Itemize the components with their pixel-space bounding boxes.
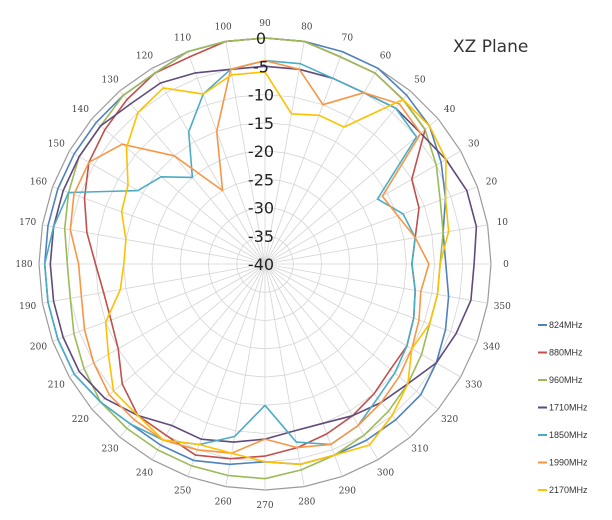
series-line <box>69 59 430 455</box>
angle-label: 80 <box>301 23 313 33</box>
grid-spoke <box>225 41 266 265</box>
grid-spoke <box>91 118 266 265</box>
angle-label: 140 <box>72 105 89 115</box>
angle-label: 110 <box>174 34 191 44</box>
radial-tick-label: -35 <box>248 227 274 246</box>
angle-label: 100 <box>215 23 232 33</box>
grid-spoke <box>264 263 488 304</box>
radial-tick-label: 0 <box>256 29 266 48</box>
grid-spoke <box>187 51 266 265</box>
legend-label: 960MHz <box>549 375 583 385</box>
grid-spoke <box>264 263 305 487</box>
legend-label: 1850MHz <box>549 430 588 440</box>
grid-spoke <box>52 186 266 265</box>
grid-spoke <box>264 90 411 265</box>
angle-label: 50 <box>414 75 426 85</box>
legend-label: 824MHz <box>549 320 583 330</box>
angle-label: 20 <box>486 178 498 188</box>
radial-tick-label: -10 <box>248 86 274 105</box>
legend-label: 880MHz <box>549 348 583 358</box>
angle-label: 30 <box>468 140 480 150</box>
grid-spoke <box>264 68 379 265</box>
grid-spoke <box>225 263 266 487</box>
legend-label: 1710MHz <box>549 403 588 413</box>
angle-label: 350 <box>494 302 511 312</box>
angle-label: 130 <box>102 75 119 85</box>
angle-label: 10 <box>497 218 509 228</box>
grid-spoke <box>42 263 266 304</box>
series-line <box>43 37 450 466</box>
angle-label: 90 <box>259 19 271 29</box>
angle-labels: 0 10 20 30 40 50 60 70 80 90 100 110 120 130 140 150 160… <box>15 19 511 511</box>
series-line <box>104 71 450 466</box>
angle-label: 300 <box>377 469 394 479</box>
grid-spoke <box>264 263 478 342</box>
legend-label: 2170MHz <box>549 485 588 495</box>
grid-spoke <box>42 224 266 265</box>
grid-spoke <box>187 263 266 477</box>
angle-label: 60 <box>380 51 392 61</box>
series-line <box>63 37 444 480</box>
angle-label: 290 <box>339 487 356 497</box>
grid-spoke <box>91 263 266 410</box>
angle-label: 240 <box>136 469 153 479</box>
grid-spoke <box>264 51 343 265</box>
angle-label: 310 <box>411 445 428 455</box>
radial-tick-label: -25 <box>248 170 274 189</box>
angle-label: 200 <box>30 342 47 352</box>
angle-label: 250 <box>174 487 191 497</box>
angle-label: 340 <box>483 342 500 352</box>
angle-label: 160 <box>30 178 47 188</box>
angle-label: 40 <box>444 105 456 115</box>
grid-spoke <box>69 150 266 265</box>
grid-spoke <box>264 224 488 265</box>
angle-label: 120 <box>136 51 153 61</box>
radial-tick-label: -15 <box>248 114 274 133</box>
angle-label: 170 <box>19 218 36 228</box>
grid-spoke <box>264 263 439 410</box>
radial-tick-label: -30 <box>248 199 274 218</box>
radial-tick-labels: 0 -5 -10 -15 -20 -25 -30 -35 -40 <box>248 29 274 274</box>
series-lines <box>43 37 478 480</box>
angle-label: 190 <box>19 302 36 312</box>
angle-label: 180 <box>15 260 32 270</box>
angle-label: 330 <box>465 381 482 391</box>
radial-tick-label: -20 <box>248 142 274 161</box>
radial-tick-label: -40 <box>248 255 274 274</box>
angle-label: 260 <box>215 497 232 507</box>
polar-grid <box>38 37 492 491</box>
grid-spoke <box>264 263 343 477</box>
angle-label: 220 <box>72 415 89 425</box>
grid-spoke <box>264 41 305 265</box>
legend: 824MHz 880MHz 960MHz 1710MHz 1850MHz 1990MHz 2… <box>538 320 588 495</box>
grid-spoke <box>151 68 266 265</box>
grid-spoke <box>69 263 266 378</box>
grid-spoke <box>264 150 461 265</box>
angle-label: 280 <box>298 497 315 507</box>
grid-spoke <box>151 263 266 460</box>
chart-title: XZ Plane <box>453 37 528 57</box>
angle-label: 0 <box>503 260 509 270</box>
angle-label: 230 <box>102 445 119 455</box>
grid-spoke <box>264 186 478 265</box>
grid-spoke <box>264 263 411 438</box>
angle-label: 210 <box>48 381 65 391</box>
grid-spoke <box>119 263 266 438</box>
angle-label: 320 <box>441 415 458 425</box>
angle-label: 150 <box>48 140 65 150</box>
grid-spoke <box>52 263 266 342</box>
angle-label: 270 <box>256 501 273 511</box>
grid-spoke <box>264 118 439 265</box>
angle-label: 70 <box>342 34 354 44</box>
grid-spoke <box>264 263 461 378</box>
grid-spoke <box>264 263 379 460</box>
radial-tick-label: -5 <box>253 57 269 76</box>
legend-label: 1990MHz <box>549 458 588 468</box>
